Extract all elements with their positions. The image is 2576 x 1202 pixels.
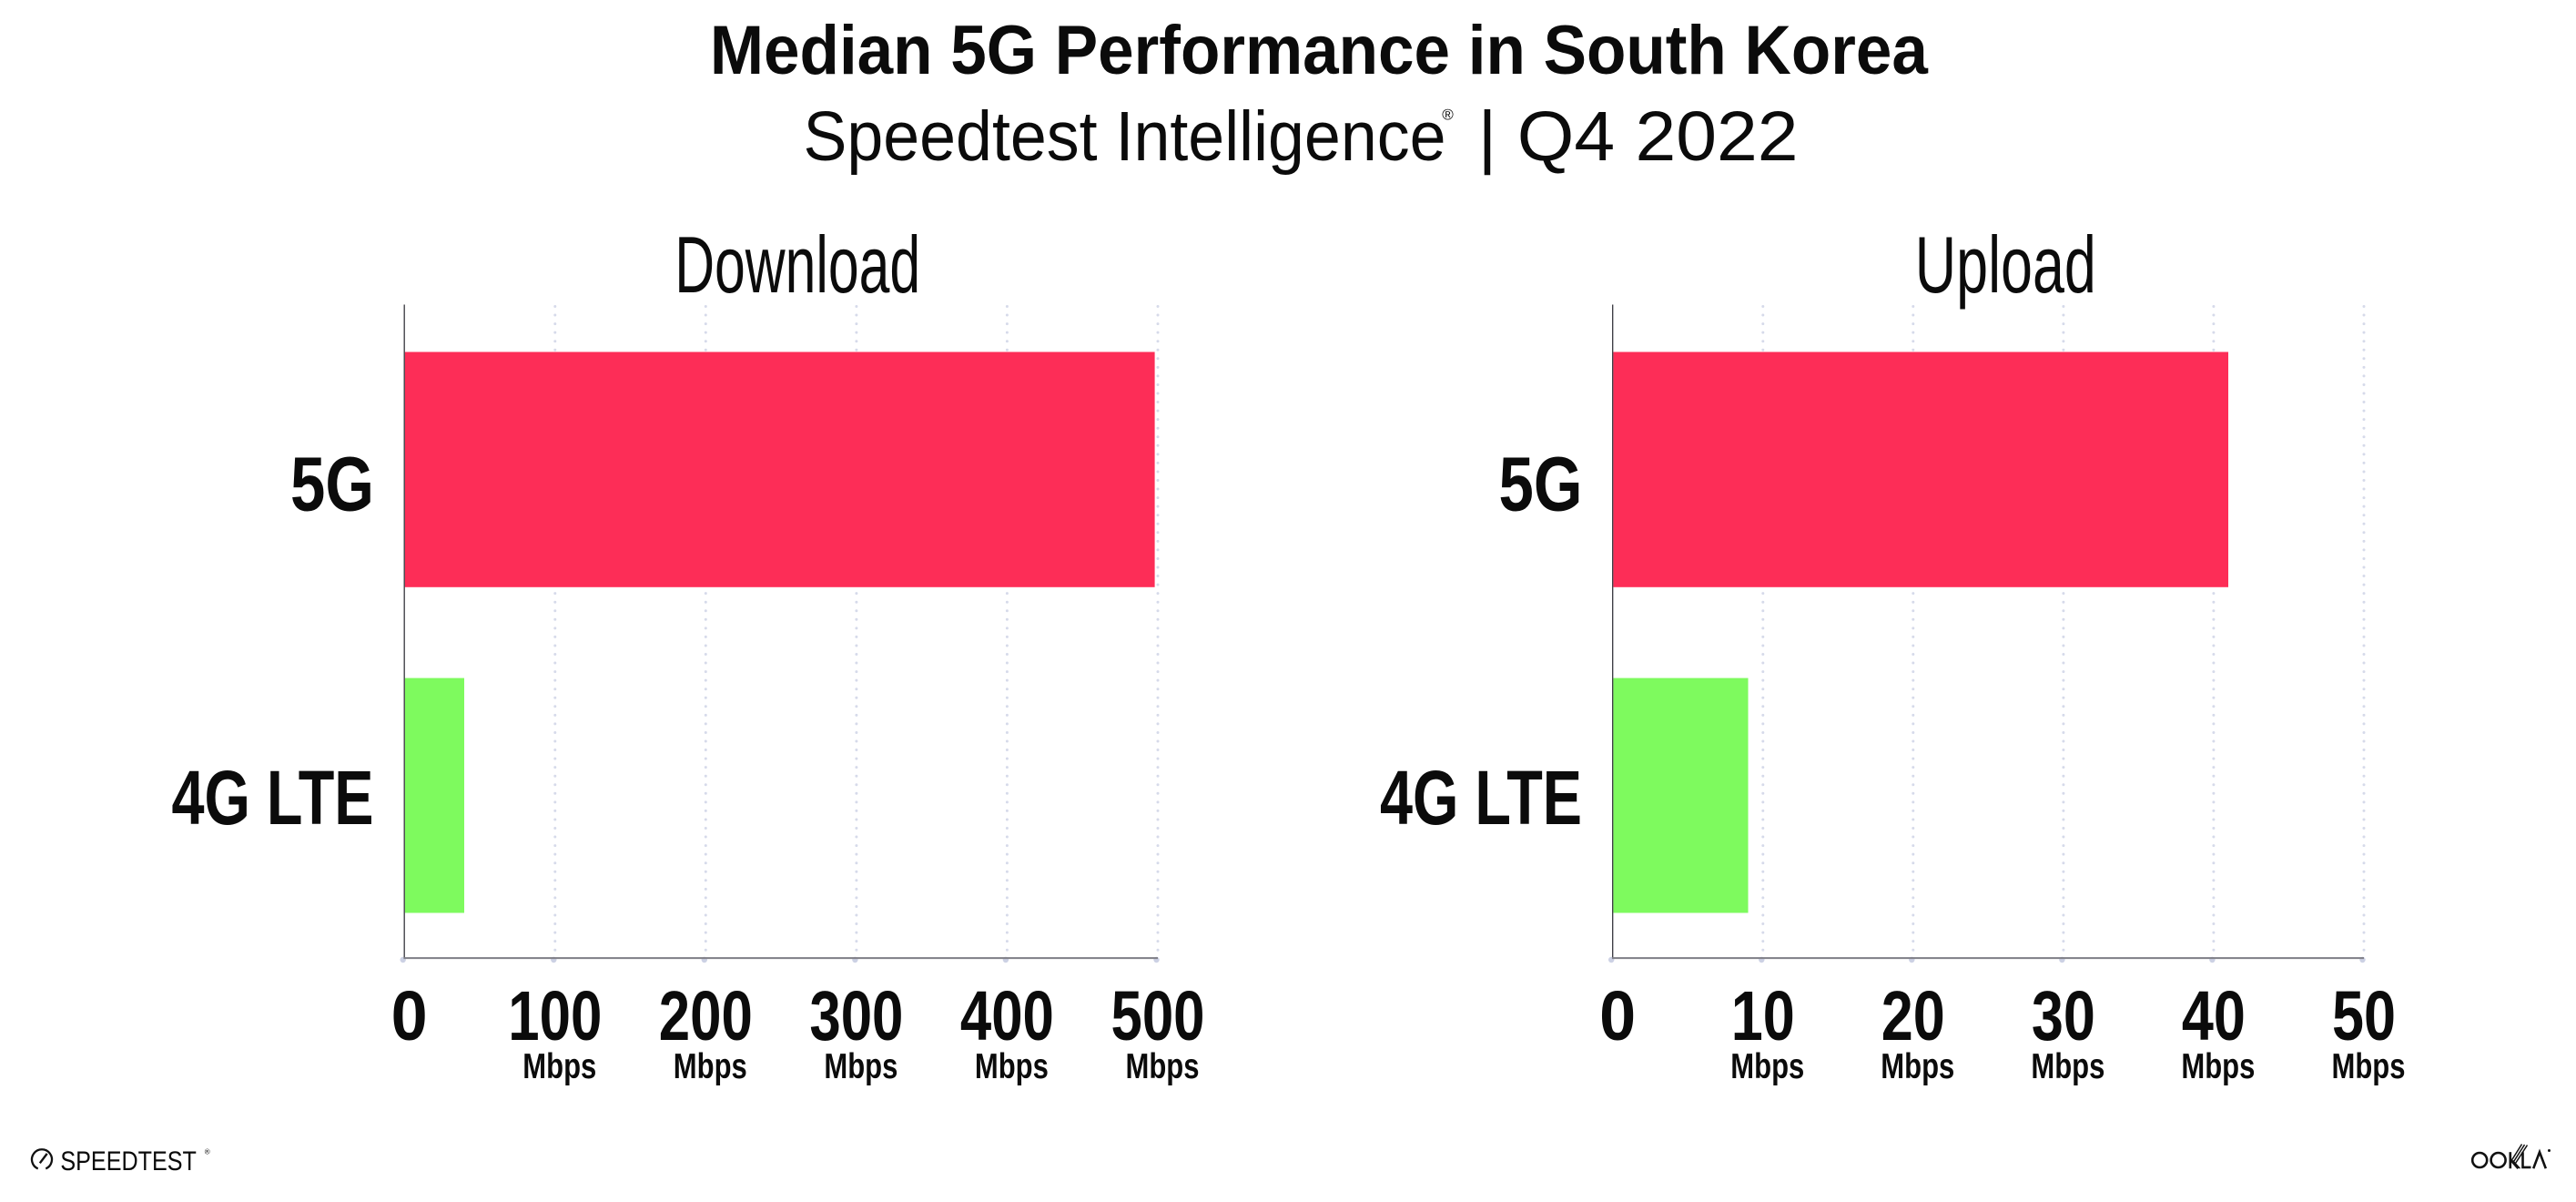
- svg-text:0: 0: [391, 977, 428, 1055]
- svg-text:10: 10: [1731, 977, 1795, 1055]
- svg-text:Speedtest Intelligence: Speedtest Intelligence: [804, 97, 1446, 176]
- svg-text:Mbps: Mbps: [824, 1047, 898, 1086]
- svg-text:Mbps: Mbps: [674, 1047, 747, 1086]
- svg-text:5G: 5G: [1499, 442, 1583, 527]
- svg-text:Mbps: Mbps: [2031, 1047, 2104, 1086]
- svg-text:20: 20: [1881, 977, 1945, 1055]
- svg-text:0: 0: [1599, 977, 1636, 1055]
- svg-text:Mbps: Mbps: [975, 1047, 1049, 1086]
- svg-text:300: 300: [809, 977, 903, 1055]
- svg-text:®: ®: [1442, 107, 1454, 124]
- svg-text:Mbps: Mbps: [1881, 1047, 1954, 1086]
- svg-text:Mbps: Mbps: [1730, 1047, 1804, 1086]
- svg-text:Mbps: Mbps: [1126, 1047, 1200, 1086]
- svg-text:Mbps: Mbps: [522, 1047, 596, 1086]
- svg-text:30: 30: [2032, 977, 2095, 1055]
- svg-text:Mbps: Mbps: [2181, 1047, 2255, 1086]
- svg-text:50: 50: [2332, 977, 2396, 1055]
- svg-text:®: ®: [205, 1148, 210, 1156]
- svg-text:Mbps: Mbps: [2332, 1047, 2406, 1086]
- svg-text:40: 40: [2182, 977, 2246, 1055]
- svg-text:400: 400: [960, 977, 1054, 1055]
- svg-text:5G: 5G: [290, 442, 374, 527]
- svg-text:100: 100: [508, 977, 602, 1055]
- svg-text:SPEEDTEST: SPEEDTEST: [60, 1146, 197, 1177]
- svg-text:Upload: Upload: [1915, 219, 2096, 310]
- svg-text:Median 5G Performance in South: Median 5G Performance in South Korea: [710, 12, 1929, 89]
- svg-text:4G LTE: 4G LTE: [172, 755, 374, 840]
- svg-text:Download: Download: [674, 219, 920, 310]
- svg-text:4G LTE: 4G LTE: [1380, 755, 1582, 840]
- svg-text:500: 500: [1111, 977, 1205, 1055]
- svg-text:200: 200: [659, 977, 753, 1055]
- svg-text:| Q4 2022: | Q4 2022: [1478, 97, 1799, 176]
